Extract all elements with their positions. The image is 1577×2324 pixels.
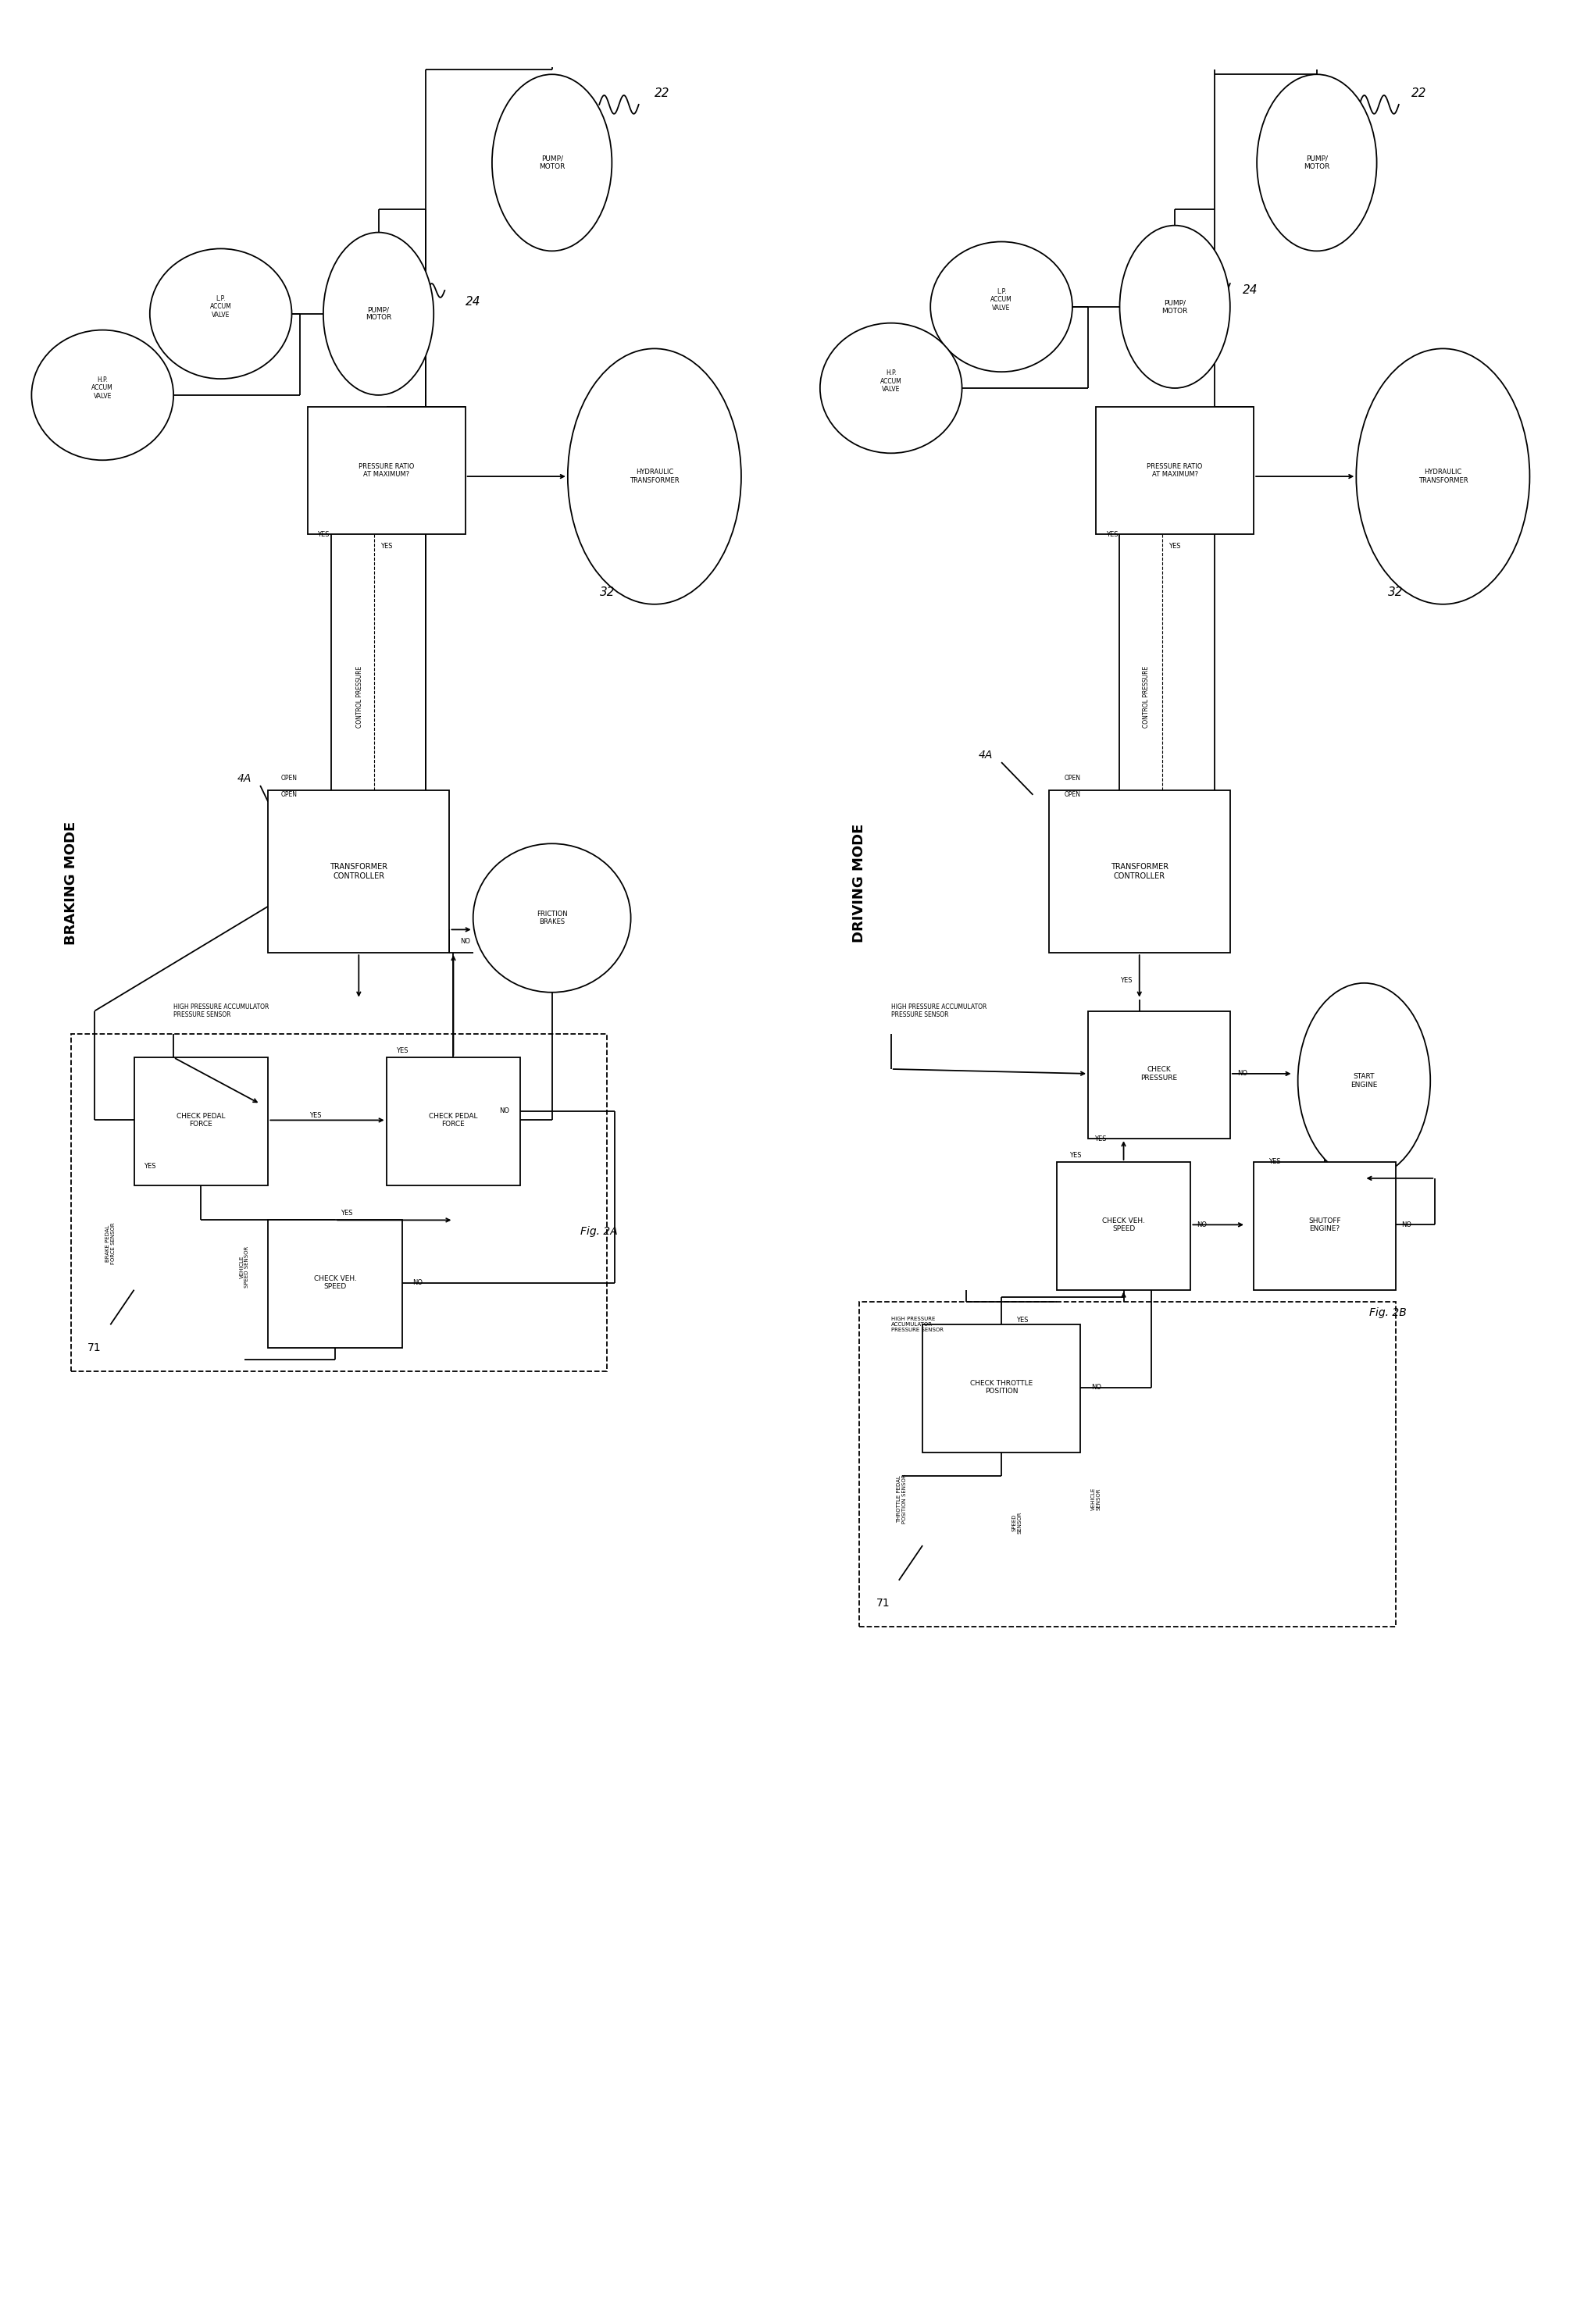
Text: CONTROL PRESSURE: CONTROL PRESSURE (1143, 667, 1150, 727)
Text: VEHICLE
SPEED SENSOR: VEHICLE SPEED SENSOR (240, 1246, 249, 1287)
Text: YES: YES (144, 1162, 156, 1171)
Text: H.P.
ACCUM
VALVE: H.P. ACCUM VALVE (91, 376, 114, 400)
Text: FRICTION
BRAKES: FRICTION BRAKES (536, 911, 568, 925)
Text: OPEN: OPEN (1064, 790, 1080, 799)
Text: CHECK PEDAL
FORCE: CHECK PEDAL FORCE (429, 1113, 478, 1127)
FancyBboxPatch shape (268, 790, 449, 953)
Circle shape (492, 74, 612, 251)
Text: H.P.
ACCUM
VALVE: H.P. ACCUM VALVE (880, 370, 902, 393)
Text: SHUTOFF
ENGINE?: SHUTOFF ENGINE? (1309, 1218, 1340, 1232)
Text: BRAKE PEDAL
FORCE SENSOR: BRAKE PEDAL FORCE SENSOR (106, 1222, 115, 1264)
Text: TRANSFORMER
CONTROLLER: TRANSFORMER CONTROLLER (330, 862, 388, 881)
Text: NO: NO (460, 937, 470, 946)
FancyBboxPatch shape (268, 1220, 402, 1348)
FancyBboxPatch shape (923, 1325, 1080, 1452)
Text: 22: 22 (1411, 86, 1427, 100)
Text: 32: 32 (599, 586, 615, 600)
Text: TRANSFORMER
CONTROLLER: TRANSFORMER CONTROLLER (1110, 862, 1169, 881)
FancyBboxPatch shape (1049, 790, 1230, 953)
Text: NO: NO (500, 1106, 509, 1116)
Ellipse shape (473, 844, 631, 992)
Text: Fig. 2B: Fig. 2B (1369, 1308, 1407, 1318)
Text: YES: YES (309, 1111, 322, 1120)
Text: 71: 71 (88, 1343, 101, 1353)
Text: HIGH PRESSURE
ACCUMULATOR
PRESSURE SENSOR: HIGH PRESSURE ACCUMULATOR PRESSURE SENSO… (891, 1318, 943, 1332)
Circle shape (1298, 983, 1430, 1178)
Text: 24: 24 (465, 295, 481, 309)
Text: NO: NO (1238, 1069, 1247, 1078)
Text: NO: NO (413, 1278, 423, 1287)
Text: OPEN: OPEN (281, 790, 296, 799)
Text: HYDRAULIC
TRANSFORMER: HYDRAULIC TRANSFORMER (629, 469, 680, 483)
Text: THROTTLE PEDAL
POSITION SENSOR: THROTTLE PEDAL POSITION SENSOR (897, 1473, 907, 1525)
Text: Fig. 2A: Fig. 2A (580, 1227, 618, 1236)
Ellipse shape (150, 249, 292, 379)
Text: YES: YES (1169, 541, 1181, 551)
Text: HIGH PRESSURE ACCUMULATOR
PRESSURE SENSOR: HIGH PRESSURE ACCUMULATOR PRESSURE SENSO… (891, 1004, 987, 1018)
Text: PUMP/
MOTOR: PUMP/ MOTOR (366, 307, 391, 321)
Text: YES: YES (341, 1208, 353, 1218)
Ellipse shape (32, 330, 173, 460)
Circle shape (1257, 74, 1377, 251)
Text: CHECK PEDAL
FORCE: CHECK PEDAL FORCE (177, 1113, 226, 1127)
Text: L.P.
ACCUM
VALVE: L.P. ACCUM VALVE (210, 295, 232, 318)
Text: YES: YES (317, 530, 330, 539)
Text: 32: 32 (1388, 586, 1404, 600)
Text: PRESSURE RATIO
AT MAXIMUM?: PRESSURE RATIO AT MAXIMUM? (358, 462, 415, 479)
Text: L.P.
ACCUM
VALVE: L.P. ACCUM VALVE (990, 288, 1012, 311)
Text: NO: NO (1197, 1220, 1206, 1229)
Text: NO: NO (1091, 1383, 1101, 1392)
Text: OPEN: OPEN (281, 774, 296, 783)
Text: PUMP/
MOTOR: PUMP/ MOTOR (539, 156, 565, 170)
Ellipse shape (820, 323, 962, 453)
Text: NO: NO (1402, 1220, 1411, 1229)
FancyBboxPatch shape (308, 407, 465, 535)
Text: PRESSURE RATIO
AT MAXIMUM?: PRESSURE RATIO AT MAXIMUM? (1146, 462, 1203, 479)
Text: CHECK VEH.
SPEED: CHECK VEH. SPEED (1102, 1218, 1145, 1232)
Circle shape (1356, 349, 1530, 604)
Circle shape (1120, 225, 1230, 388)
Text: CHECK VEH.
SPEED: CHECK VEH. SPEED (314, 1276, 356, 1290)
Text: PUMP/
MOTOR: PUMP/ MOTOR (1162, 300, 1187, 314)
Text: CONTROL PRESSURE: CONTROL PRESSURE (356, 667, 363, 727)
Text: PUMP/
MOTOR: PUMP/ MOTOR (1304, 156, 1329, 170)
FancyBboxPatch shape (386, 1057, 520, 1185)
FancyBboxPatch shape (1057, 1162, 1191, 1290)
Text: YES: YES (1016, 1315, 1028, 1325)
Text: OPEN: OPEN (1064, 774, 1080, 783)
Text: VEHICLE
SENSOR: VEHICLE SENSOR (1091, 1487, 1101, 1511)
Text: 22: 22 (654, 86, 670, 100)
Text: YES: YES (1105, 530, 1118, 539)
Text: HIGH PRESSURE ACCUMULATOR
PRESSURE SENSOR: HIGH PRESSURE ACCUMULATOR PRESSURE SENSO… (173, 1004, 270, 1018)
Text: 4A: 4A (237, 774, 252, 783)
Text: CHECK
PRESSURE: CHECK PRESSURE (1140, 1067, 1178, 1081)
FancyBboxPatch shape (1096, 407, 1254, 535)
Text: YES: YES (1268, 1157, 1281, 1167)
Circle shape (568, 349, 741, 604)
Text: 4A: 4A (978, 751, 994, 760)
Text: YES: YES (1094, 1134, 1107, 1143)
Text: BRAKING MODE: BRAKING MODE (65, 820, 77, 946)
Text: CHECK THROTTLE
POSITION: CHECK THROTTLE POSITION (970, 1380, 1033, 1394)
Ellipse shape (930, 242, 1072, 372)
FancyBboxPatch shape (1254, 1162, 1396, 1290)
Text: YES: YES (1069, 1150, 1082, 1160)
Text: YES: YES (1120, 976, 1132, 985)
FancyBboxPatch shape (134, 1057, 268, 1185)
Text: 71: 71 (877, 1599, 889, 1608)
Circle shape (323, 232, 434, 395)
Text: DRIVING MODE: DRIVING MODE (853, 823, 866, 944)
Text: 24: 24 (1243, 284, 1258, 297)
Text: YES: YES (380, 541, 393, 551)
Text: SPEED
SENSOR: SPEED SENSOR (1012, 1511, 1022, 1534)
FancyBboxPatch shape (1088, 1011, 1230, 1139)
Text: START
ENGINE: START ENGINE (1350, 1074, 1378, 1088)
Text: YES: YES (396, 1046, 408, 1055)
Text: HYDRAULIC
TRANSFORMER: HYDRAULIC TRANSFORMER (1418, 469, 1468, 483)
